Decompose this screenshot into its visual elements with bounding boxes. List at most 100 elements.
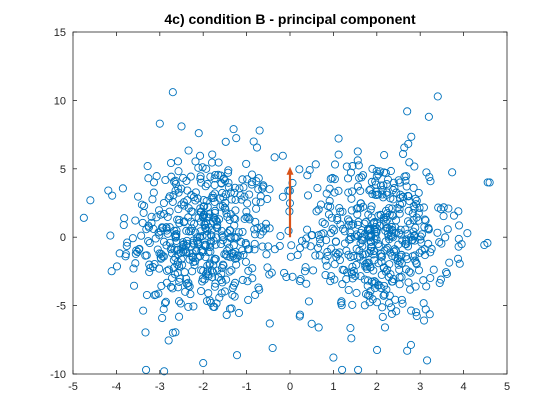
data-point: [206, 243, 215, 252]
data-point: [219, 261, 228, 270]
data-point: [142, 251, 151, 260]
data-point: [217, 264, 227, 273]
data-point: [330, 260, 339, 269]
data-point: [208, 150, 217, 159]
data-point: [196, 172, 205, 181]
data-point: [449, 211, 459, 220]
data-point: [331, 248, 340, 257]
data-point: [303, 225, 312, 234]
data-point: [288, 272, 297, 281]
data-point: [282, 272, 291, 282]
data-point: [410, 232, 419, 241]
data-point: [167, 249, 177, 258]
data-point: [398, 299, 407, 308]
data-point: [329, 353, 338, 362]
data-point: [173, 215, 182, 224]
data-point: [383, 223, 392, 232]
data-point: [151, 290, 160, 299]
data-point: [210, 254, 219, 263]
data-point: [366, 287, 375, 296]
data-point: [244, 266, 253, 275]
data-point: [374, 239, 383, 248]
data-point: [224, 183, 233, 192]
data-point: [121, 250, 131, 259]
data-point: [147, 212, 156, 221]
data-point: [238, 227, 247, 236]
data-point: [207, 226, 216, 235]
data-point: [241, 238, 250, 248]
data-point: [79, 213, 88, 222]
data-point: [230, 233, 239, 242]
data-point: [418, 230, 427, 239]
data-point: [229, 125, 238, 134]
data-point: [179, 240, 188, 249]
data-point: [247, 178, 257, 187]
data-point: [442, 268, 451, 277]
data-point: [338, 207, 347, 216]
data-point: [161, 175, 170, 185]
data-point: [250, 245, 259, 254]
data-point: [334, 186, 343, 195]
data-point: [366, 237, 375, 246]
data-point: [380, 151, 389, 160]
data-point: [436, 205, 445, 214]
data-point: [141, 328, 150, 337]
data-point: [295, 277, 304, 286]
data-point: [419, 276, 428, 285]
data-point: [405, 197, 414, 206]
data-point: [160, 299, 170, 308]
data-point: [333, 214, 342, 223]
data-point: [199, 210, 209, 219]
data-point: [171, 176, 180, 185]
data-point: [185, 227, 194, 236]
data-point: [243, 199, 252, 208]
data-point: [193, 194, 202, 203]
data-point: [217, 226, 226, 236]
data-point: [401, 225, 410, 234]
data-point: [377, 270, 386, 279]
data-point: [183, 186, 192, 195]
data-point: [401, 176, 410, 185]
data-point: [395, 280, 404, 289]
data-point: [257, 223, 266, 232]
data-point: [250, 239, 259, 248]
data-point: [308, 230, 317, 240]
data-point: [174, 205, 183, 214]
data-point: [370, 256, 379, 265]
data-point: [457, 240, 466, 249]
data-point: [349, 252, 358, 261]
data-point: [322, 261, 331, 270]
data-point: [129, 264, 138, 273]
data-point: [86, 196, 95, 205]
x-tick-label: -5: [68, 381, 78, 393]
data-point: [433, 92, 442, 101]
data-point: [208, 191, 217, 200]
data-point: [358, 236, 367, 245]
data-point: [238, 175, 247, 184]
data-point: [397, 259, 406, 268]
data-point: [454, 207, 463, 216]
data-point: [433, 228, 442, 237]
data-point: [173, 268, 182, 277]
data-point: [211, 170, 220, 180]
data-point: [232, 351, 242, 360]
data-point: [201, 221, 210, 230]
data-point: [278, 192, 287, 201]
data-point: [222, 275, 231, 284]
data-point: [202, 231, 212, 240]
data-point: [265, 319, 274, 328]
data-point: [374, 190, 383, 199]
data-point: [156, 210, 165, 219]
data-point: [131, 216, 140, 225]
data-point: [392, 216, 401, 225]
data-point: [396, 225, 405, 234]
data-point: [376, 181, 386, 190]
data-point: [312, 207, 321, 216]
data-point: [386, 194, 395, 203]
data-point: [317, 230, 326, 239]
data-point: [226, 210, 235, 219]
data-point: [242, 207, 251, 216]
data-point: [108, 191, 117, 200]
data-point: [332, 252, 341, 261]
